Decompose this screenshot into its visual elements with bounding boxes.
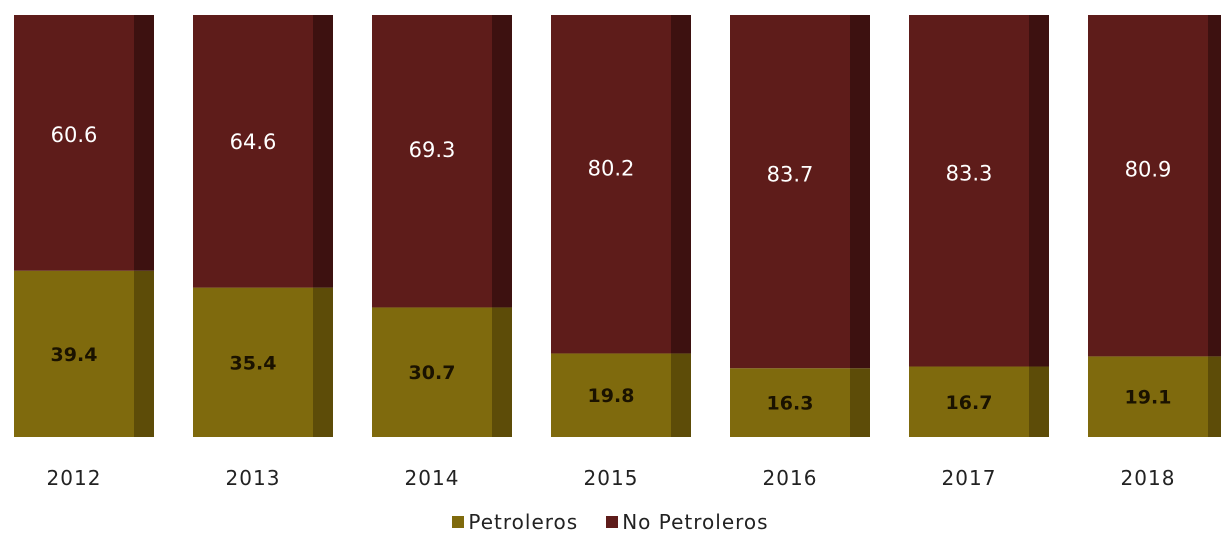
bar-petroleros-2012	[14, 270, 134, 437]
bar-side-petroleros-2013	[313, 287, 333, 437]
bar-no-petroleros-2012	[14, 15, 134, 271]
x-tick-2017: 2017	[942, 466, 997, 490]
legend-swatch-petroleros	[452, 516, 465, 528]
bar-no-petroleros-2015	[551, 15, 671, 354]
bar-no-petroleros-2018	[1088, 15, 1208, 357]
data-label-no-petroleros-2012: 60.6	[51, 123, 98, 147]
x-tick-2015: 2015	[584, 466, 639, 490]
bar-side-petroleros-2016	[850, 368, 870, 437]
bar-side-no-petroleros-2013	[313, 15, 333, 288]
bar-side-no-petroleros-2016	[850, 15, 870, 369]
data-label-petroleros-2014: 30.7	[409, 362, 456, 384]
bar-side-petroleros-2018	[1208, 356, 1221, 437]
bar-side-no-petroleros-2017	[1029, 15, 1049, 367]
x-tick-2013: 2013	[226, 466, 281, 490]
bar-side-petroleros-2014	[492, 307, 512, 437]
data-label-petroleros-2015: 19.8	[588, 385, 635, 407]
x-tick-2018: 2018	[1121, 466, 1176, 490]
x-tick-2014: 2014	[405, 466, 460, 490]
bar-side-no-petroleros-2015	[671, 15, 691, 354]
bar-petroleros-2016	[730, 368, 850, 437]
data-label-no-petroleros-2014: 69.3	[409, 138, 456, 162]
stacked-bar-chart: 39.4 60.6 35.4 64.6 30.7 69.3 19.8 80.2 16.3 83.7…	[14, 15, 1221, 490]
bar-no-petroleros-2013	[193, 15, 313, 288]
data-label-petroleros-2017: 16.7	[946, 392, 993, 414]
bar-side-no-petroleros-2018	[1208, 15, 1221, 357]
bar-side-no-petroleros-2012	[134, 15, 154, 271]
bar-side-no-petroleros-2014	[492, 15, 512, 308]
data-label-petroleros-2013: 35.4	[230, 352, 277, 374]
bar-no-petroleros-2014	[372, 15, 492, 308]
data-label-petroleros-2016: 16.3	[767, 393, 814, 415]
bar-petroleros-2017	[909, 366, 1029, 437]
bar-no-petroleros-2016	[730, 15, 850, 369]
bar-petroleros-2018	[1088, 356, 1208, 437]
data-label-no-petroleros-2017: 83.3	[946, 162, 993, 186]
data-label-no-petroleros-2015: 80.2	[588, 156, 635, 180]
legend-label-no-petroleros: No Petroleros	[622, 510, 769, 534]
data-label-petroleros-2012: 39.4	[51, 344, 98, 366]
bar-no-petroleros-2017	[909, 15, 1029, 367]
legend-label-petroleros: Petroleros	[468, 510, 579, 534]
bar-petroleros-2014	[372, 307, 492, 437]
legend-item-petroleros: Petroleros	[452, 510, 578, 534]
data-label-no-petroleros-2013: 64.6	[230, 130, 277, 154]
legend-item-no-petroleros: No Petroleros	[606, 510, 768, 534]
x-tick-2016: 2016	[763, 466, 818, 490]
bar-petroleros-2013	[193, 287, 313, 437]
data-label-petroleros-2018: 19.1	[1125, 387, 1172, 409]
bar-side-petroleros-2017	[1029, 366, 1049, 437]
data-label-no-petroleros-2016: 83.7	[767, 162, 814, 186]
bar-side-petroleros-2015	[671, 353, 691, 437]
legend-swatch-no-petroleros	[606, 516, 619, 528]
bar-side-petroleros-2012	[134, 270, 154, 437]
bar-petroleros-2015	[551, 353, 671, 437]
x-tick-2012: 2012	[47, 466, 102, 490]
chart-legend: Petroleros No Petroleros	[0, 510, 1221, 534]
data-label-no-petroleros-2018: 80.9	[1125, 158, 1172, 182]
